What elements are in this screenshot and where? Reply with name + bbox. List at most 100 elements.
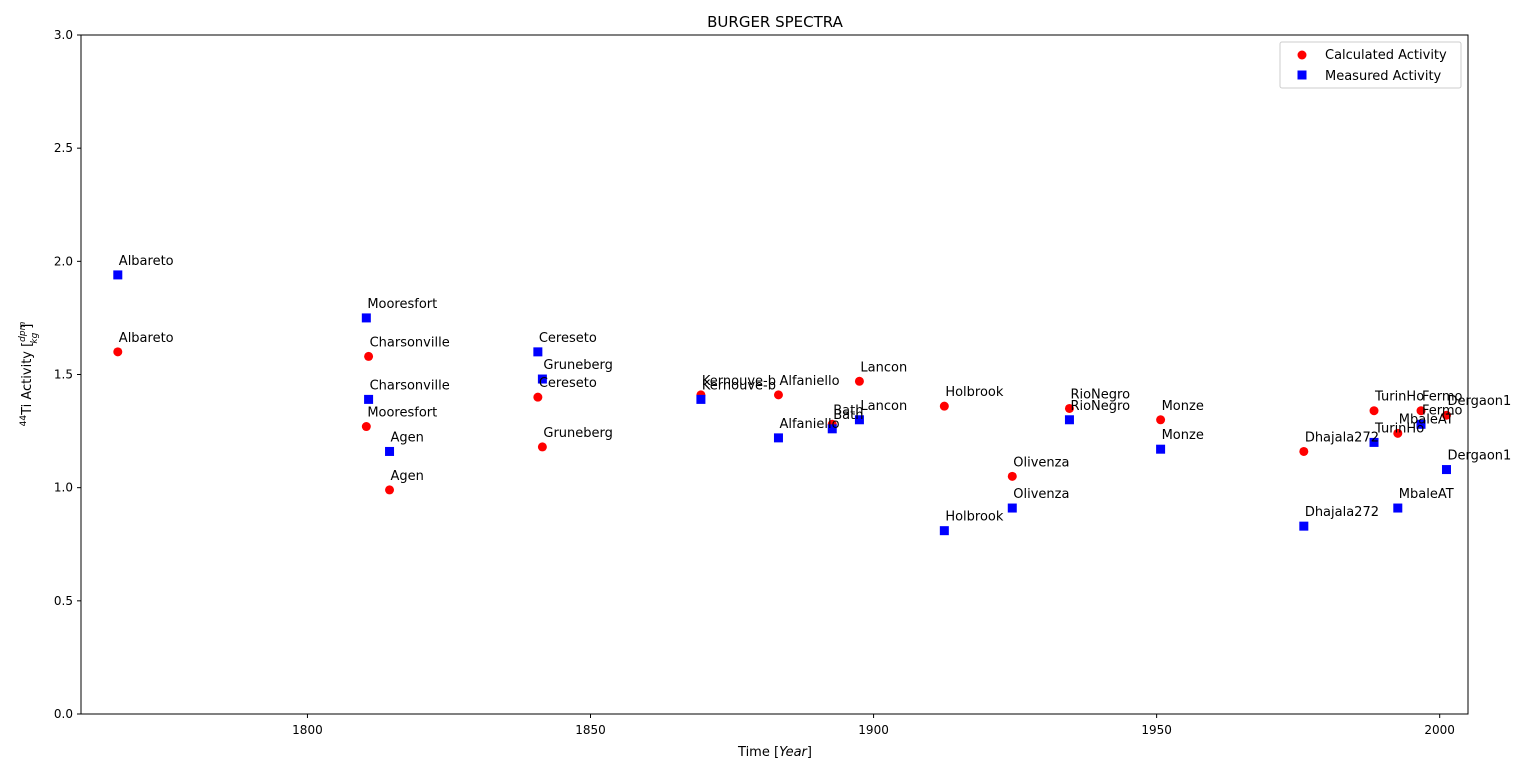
x-axis-label-unit: Year	[779, 745, 808, 760]
y-axis-label-main: Ti Activity [	[20, 342, 35, 416]
point-label: Monze	[1162, 399, 1204, 414]
chart-title: BURGER SPECTRA	[707, 13, 843, 31]
x-tick-label: 2000	[1424, 723, 1455, 737]
measured-point	[1007, 503, 1017, 513]
point-label: Gruneberg	[543, 358, 613, 373]
measured-point	[385, 446, 395, 456]
point-label: Dhajala272	[1305, 430, 1379, 445]
point-label: Dergaon1	[1447, 449, 1511, 464]
calculated-point	[1416, 406, 1426, 416]
point-label: Olivenza	[1013, 487, 1069, 502]
y-tick-label: 2.0	[54, 254, 73, 268]
point-label: Cereseto	[539, 331, 597, 346]
calculated-point	[773, 390, 783, 400]
measured-point	[854, 415, 864, 425]
legend: Calculated Activity Measured Activity	[1279, 41, 1462, 89]
y-axis: 0.0 0.5 1.0 1.5 2.0 2.5 3.0	[54, 28, 81, 721]
measured-point	[537, 374, 547, 384]
y-axis-label-unit-den: kg	[30, 332, 40, 343]
measured-point	[696, 394, 706, 404]
x-axis-label-main: Time [	[737, 745, 779, 760]
y-tick-label: 0.0	[54, 707, 73, 721]
point-label: Dhajala272	[1305, 505, 1379, 520]
point-label: Monze	[1162, 428, 1204, 443]
point-label: MbaleAT	[1399, 412, 1454, 427]
y-tick-label: 3.0	[54, 28, 73, 42]
point-label: TurinHo	[1374, 390, 1424, 405]
point-label: Cereseto	[539, 376, 597, 391]
y-tick-label: 1.5	[54, 368, 73, 382]
legend-label-calculated: Calculated Activity	[1325, 48, 1447, 63]
y-axis-label-sup: 44	[19, 415, 29, 427]
point-label: Mooresfort	[367, 406, 437, 421]
calculated-point	[1393, 428, 1403, 438]
point-label: Charsonville	[370, 335, 450, 350]
y-axis-label-close: ]	[20, 324, 35, 329]
measured-point	[361, 313, 371, 323]
point-label: Bath	[833, 408, 863, 423]
point-label: Agen	[391, 430, 424, 445]
calculated-point	[1299, 446, 1309, 456]
point-label: Lancon	[860, 360, 907, 375]
x-axis-label: Time [Year]	[737, 745, 812, 760]
legend-label-measured: Measured Activity	[1325, 69, 1442, 84]
point-label: Holbrook	[945, 385, 1004, 400]
legend-box	[1279, 41, 1462, 89]
point-label: Agen	[391, 469, 424, 484]
x-tick-label: 1950	[1141, 723, 1172, 737]
point-label: RioNegro	[1070, 399, 1130, 414]
point-labels: Albareto Charsonville Mooresfort Agen Cerese…	[119, 254, 1512, 525]
measured-point	[1416, 419, 1426, 429]
point-label: Alfaniello	[779, 417, 839, 432]
point-label: Bath	[833, 403, 863, 418]
point-label: TurinHo	[1374, 421, 1424, 436]
calculated-point	[1007, 471, 1017, 481]
point-label: MbaleAT	[1399, 487, 1454, 502]
x-tick-label: 1900	[858, 723, 889, 737]
legend-marker-measured	[1297, 70, 1307, 80]
y-tick-label: 2.5	[54, 141, 73, 155]
point-label: Alfaniello	[779, 374, 839, 389]
calculated-point	[1064, 403, 1074, 413]
measured-point	[773, 433, 783, 443]
measured-point	[1299, 521, 1309, 531]
point-label: Gruneberg	[543, 426, 613, 441]
measured-point	[1441, 465, 1451, 475]
point-label: Charsonville	[370, 378, 450, 393]
point-label: RioNegro	[1070, 387, 1130, 402]
point-label: Olivenza	[1013, 455, 1069, 470]
measured-point	[1156, 444, 1166, 454]
y-axis-label-text: 44Ti Activity [dpm kg]	[18, 321, 40, 426]
x-axis-label-close: ]	[807, 745, 812, 760]
point-label: Kernouve-b	[702, 374, 776, 389]
x-tick-label: 1800	[292, 723, 323, 737]
calculated-point	[533, 392, 543, 402]
point-label: Fermo	[1422, 403, 1463, 418]
y-tick-label: 0.5	[54, 594, 73, 608]
measured-point	[827, 424, 837, 434]
measured-point	[1369, 437, 1379, 447]
x-axis: 1800 1850 1900 1950 2000	[292, 714, 1455, 737]
measured-point	[533, 347, 543, 357]
calculated-point	[361, 422, 371, 432]
point-label: Kernouve-b	[702, 378, 776, 393]
y-axis-label-unit-num: dpm	[18, 321, 28, 341]
calculated-point	[1369, 406, 1379, 416]
point-label: Albareto	[119, 254, 174, 269]
point-label: Mooresfort	[367, 297, 437, 312]
y-tick-label: 1.0	[54, 481, 73, 495]
legend-marker-calculated	[1297, 50, 1307, 60]
calculated-point	[537, 442, 547, 452]
point-label: Holbrook	[945, 510, 1004, 525]
calculated-point	[1441, 410, 1451, 420]
measured-point	[113, 270, 123, 280]
point-label: Lancon	[860, 399, 907, 414]
measured-point	[364, 394, 374, 404]
y-axis-label: 44Ti Activity [dpm kg]	[18, 321, 40, 426]
point-label: Dergaon1	[1447, 394, 1511, 409]
x-tick-label: 1850	[575, 723, 606, 737]
point-label: Albareto	[119, 331, 174, 346]
measured-point	[939, 526, 949, 536]
calculated-point	[113, 347, 123, 357]
